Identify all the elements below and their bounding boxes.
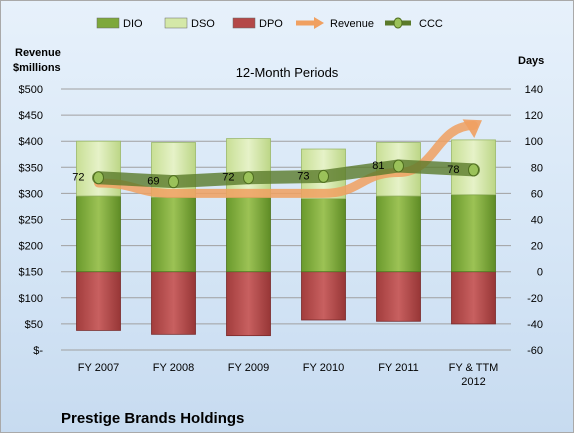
category-label: FY 2007: [78, 362, 119, 374]
legend-swatch-ccc-marker: [393, 17, 403, 29]
category-label: 2012: [461, 376, 485, 388]
left-tick-label: $250: [19, 215, 43, 227]
right-tick-label: -20: [527, 293, 543, 305]
ccc-series: 72 69 72 73 81 78: [72, 159, 480, 189]
company-name: Prestige Brands Holdings: [61, 410, 244, 427]
bar-dio: [376, 195, 421, 273]
legend-swatch-dso: [164, 17, 188, 29]
category-label: FY & TTM: [449, 362, 499, 374]
right-axis-ticks: -60 -40 -20 0 20 40 60 80 100 120 140: [525, 84, 543, 357]
left-axis-title-line2: $millions: [13, 62, 61, 74]
left-axis-title-line1: Revenue: [15, 47, 61, 59]
right-tick-label: 20: [531, 241, 543, 253]
ccc-data-label: 73: [297, 170, 309, 182]
legend-swatch-dio: [96, 17, 120, 29]
left-tick-label: $500: [19, 84, 43, 96]
left-tick-label: $350: [19, 162, 43, 174]
ccc-point: [168, 175, 179, 189]
legend-label-dio: DIO: [123, 18, 143, 30]
ccc-data-label: 78: [447, 164, 459, 176]
revenue-arrowhead: [462, 119, 482, 139]
bar-dpo: [376, 271, 421, 322]
category-labels: FY 2007 FY 2008 FY 2009 FY 2010 FY 2011 FY & …: [78, 362, 499, 388]
bar-dio: [226, 196, 271, 273]
ccc-point: [318, 169, 329, 183]
ccc-point: [468, 163, 479, 177]
left-tick-label: $-: [33, 345, 43, 357]
left-axis-ticks: $- $50 $100 $150 $200 $250 $300 $350 $400 $450 $50…: [19, 84, 44, 357]
ccc-point: [243, 171, 254, 185]
left-tick-label: $100: [19, 293, 43, 305]
chart-subtitle: 12-Month Periods: [236, 65, 339, 80]
legend-swatch-dpo: [232, 17, 256, 29]
bar-dio: [151, 196, 196, 273]
right-tick-label: 40: [531, 215, 543, 227]
bar-dpo: [226, 271, 271, 337]
right-tick-label: -60: [527, 345, 543, 357]
right-axis-title: Days: [518, 55, 544, 67]
right-tick-label: 60: [531, 188, 543, 200]
legend-label-dso: DSO: [191, 18, 215, 30]
bar-dpo: [301, 271, 346, 321]
ccc-data-label: 72: [222, 172, 234, 184]
legend-label-revenue: Revenue: [330, 18, 374, 30]
right-tick-label: 120: [525, 110, 543, 122]
category-label: FY 2010: [303, 362, 344, 374]
category-label: FY 2011: [378, 362, 419, 374]
left-tick-label: $300: [19, 188, 43, 200]
legend-swatch-revenue-head: [314, 17, 324, 29]
bar-dio: [451, 194, 496, 273]
left-tick-label: $200: [19, 241, 43, 253]
right-tick-label: 100: [525, 136, 543, 148]
gridlines: [61, 88, 511, 351]
right-tick-label: 140: [525, 84, 543, 96]
ccc-data-label: 69: [147, 176, 159, 188]
left-tick-label: $50: [25, 319, 43, 331]
bar-dio: [76, 195, 121, 273]
left-tick-label: $450: [19, 110, 43, 122]
left-tick-label: $400: [19, 136, 43, 148]
ccc-data-label: 72: [72, 172, 84, 184]
right-tick-label: -40: [527, 319, 543, 331]
bar-dpo: [451, 271, 496, 325]
category-label: FY 2008: [153, 362, 194, 374]
bar-dpo: [76, 271, 121, 331]
bar-dso: [226, 138, 271, 198]
legend: DIO DSO DPO Revenue CCC: [96, 17, 443, 30]
bar-dpo: [151, 271, 196, 335]
right-tick-label: 0: [537, 267, 543, 279]
left-tick-label: $150: [19, 267, 43, 279]
ccc-line: [92, 159, 480, 189]
legend-label-dpo: DPO: [259, 18, 283, 30]
bar-dio: [301, 198, 346, 273]
category-label: FY 2009: [228, 362, 269, 374]
ccc-point: [93, 171, 104, 185]
ccc-point: [393, 159, 404, 173]
ccc-data-label: 81: [372, 160, 384, 172]
right-tick-label: 80: [531, 162, 543, 174]
legend-label-ccc: CCC: [419, 18, 443, 30]
